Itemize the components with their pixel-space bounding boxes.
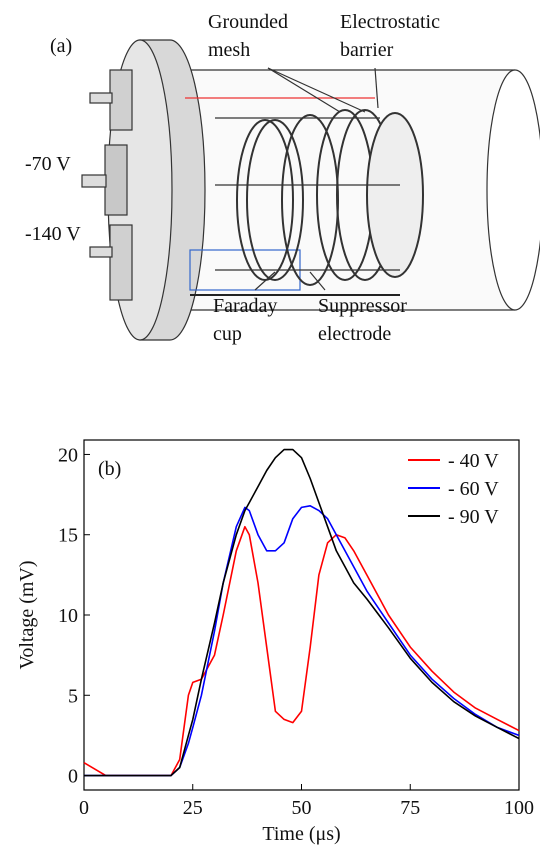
ring [246,119,304,281]
pin [89,92,113,104]
y-tick-label: 20 [58,444,78,466]
feedthrough [109,69,133,131]
x-tick-label: 50 [292,797,312,819]
pointer [309,271,326,291]
legend-label: - 40 V [448,450,499,472]
diagram-label: electrode [318,323,391,345]
cylinder-body [180,70,515,310]
cylinder-end [486,69,540,311]
diagram-label: Suppressor [318,295,407,317]
pin [81,174,107,188]
mesh [366,112,424,278]
x-tick-label: 25 [183,797,203,819]
y-tick-label: 0 [68,766,78,788]
legend-label: - 90 V [448,506,499,528]
pointer [254,271,276,291]
pin [89,246,113,258]
y-tick-label: 15 [58,525,78,547]
x-axis-label: Time (μs) [262,823,340,845]
y-tick-label: 5 [68,685,78,707]
x-tick-label: 75 [400,797,420,819]
data-line [83,525,520,777]
panel-label: (a) [50,35,72,57]
diagram-label: Electrostatic [340,11,440,33]
pointer [267,67,341,113]
ring [236,119,294,281]
diagram-label: mesh [208,39,250,61]
pointer [374,67,379,109]
y-axis-label: Voltage (mV) [16,560,38,669]
feedthrough [104,144,128,216]
x-tick-label: 100 [504,797,534,819]
x-tick-label: 0 [79,797,89,819]
panel-label: (b) [98,458,121,480]
electrode-rings [236,109,424,286]
diagram-label: barrier [340,39,394,61]
pointer [267,67,366,113]
data-line [84,505,520,777]
feedthrough [109,224,133,301]
diagram-label: -140 V [25,223,81,245]
diagram-label: -70 V [25,153,71,175]
data-line [84,448,520,777]
y-tick-label: 10 [58,605,78,627]
apparatus-diagram [81,39,540,341]
legend-label: - 60 V [448,478,499,500]
diagram-label: Faraday [213,295,277,317]
diagram-label: cup [213,323,242,345]
diagram-label: Grounded [208,11,288,33]
